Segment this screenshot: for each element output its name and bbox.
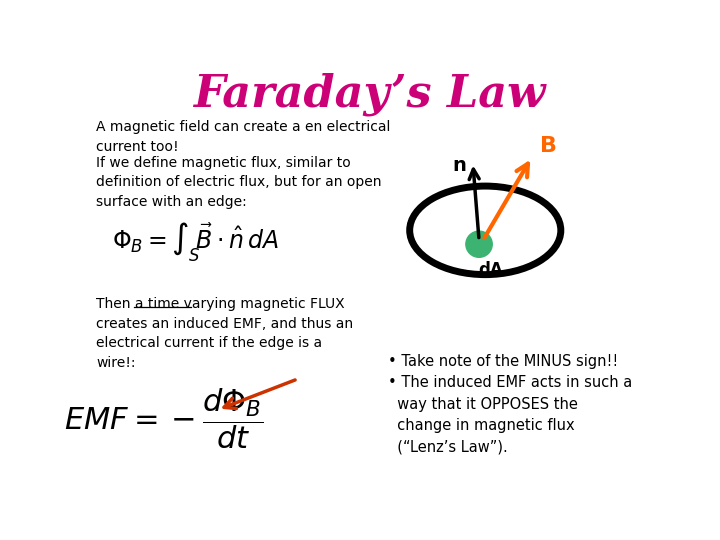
Text: A magnetic field can create a en electrical
current too!: A magnetic field can create a en electri… [96,120,390,154]
Circle shape [466,231,492,257]
Text: If we define magnetic flux, similar to
definition of electric flux, but for an o: If we define magnetic flux, similar to d… [96,156,382,208]
Text: Faraday’s Law: Faraday’s Law [193,72,545,116]
Text: n: n [452,156,466,175]
Text: dA: dA [478,261,503,279]
Text: B: B [539,136,557,156]
Text: $EMF = -\dfrac{d\Phi_B}{dt}$: $EMF = -\dfrac{d\Phi_B}{dt}$ [64,387,264,451]
Text: • Take note of the MINUS sign!!
• The induced EMF acts in such a
  way that it O: • Take note of the MINUS sign!! • The in… [388,354,633,455]
Text: Then a time varying magnetic FLUX
creates an induced EMF, and thus an
electrical: Then a time varying magnetic FLUX create… [96,298,354,370]
Text: $\Phi_B = \int_S \!\vec{B} \cdot \hat{n}\, dA$: $\Phi_B = \int_S \!\vec{B} \cdot \hat{n}… [112,220,279,264]
